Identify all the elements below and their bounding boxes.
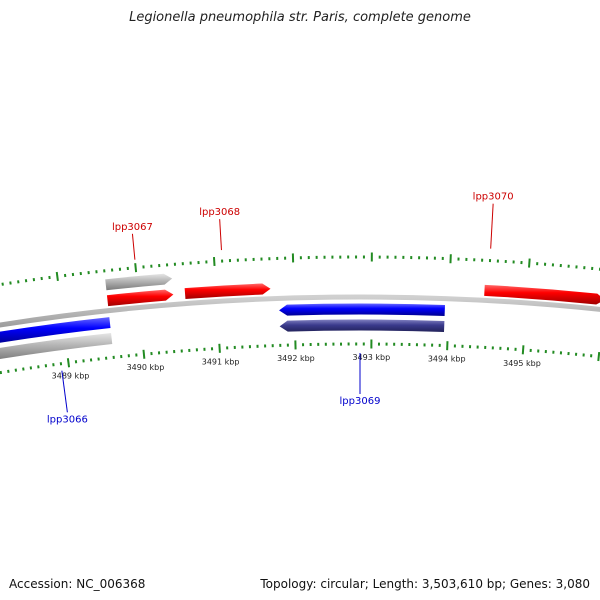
lpp3069-reverse-gene-arrow (279, 303, 445, 317)
accession-text: Accession: NC_006368 (9, 577, 146, 591)
lpp3070-callout-line (490, 203, 494, 249)
major-tick (66, 358, 71, 368)
lpp3068-forward-gene-arrow (184, 283, 271, 300)
lpp3066-reverse-gene-arrow (0, 317, 111, 343)
lpp3066-label: lpp3066 (47, 414, 88, 425)
genome-summary-text: Topology: circular; Length: 3,503,610 bp… (260, 577, 590, 591)
gene-features (0, 273, 600, 360)
axis-label: 3493 kbp (352, 353, 390, 362)
outer-tick-ring (1, 252, 600, 286)
map-title: Legionella pneumophila str. Paris, compl… (129, 10, 471, 25)
axis-label: 3489 kbp (52, 372, 90, 381)
major-tick (597, 351, 600, 362)
pseudo-gene-arrow (105, 273, 173, 291)
axis-label: 3490 kbp (127, 363, 165, 372)
major-tick (521, 345, 525, 355)
lpp3066-callout-line (61, 370, 68, 413)
reverse_dark-gene-arrow (279, 319, 445, 333)
major-tick (528, 258, 531, 268)
lpp3068-callout-line (219, 219, 222, 251)
major-tick (134, 263, 138, 273)
inner-tick-ring (0, 339, 600, 375)
gene-label-callouts: lpp3066 lpp3067 lpp3068 lpp3069 lpp3070 (47, 192, 514, 426)
lpp3067-forward-gene-arrow (106, 289, 174, 307)
lpp3067-label: lpp3067 (112, 222, 153, 233)
lpp3070-label: lpp3070 (473, 192, 514, 203)
genome-backbone (0, 294, 600, 328)
axis-label: 3494 kbp (428, 355, 466, 364)
major-tick (212, 256, 216, 267)
major-tick (142, 349, 146, 359)
pseudo-gene-arrow (0, 333, 113, 360)
major-tick (218, 343, 221, 353)
axis-label: 3492 kbp (277, 354, 315, 363)
axis-tick-labels: 3489 kbp 3490 kbp 3491 kbp 3492 kbp 3493 kbp… (52, 353, 541, 381)
major-tick (55, 271, 59, 282)
axis-label: 3491 kbp (202, 357, 240, 366)
lpp3068-label: lpp3068 (199, 207, 240, 218)
lpp3070-forward-gene-arrow (484, 284, 600, 305)
lpp3067-callout-line (131, 233, 136, 260)
axis-label: 3495 kbp (503, 359, 541, 368)
lpp3069-label: lpp3069 (340, 396, 381, 407)
